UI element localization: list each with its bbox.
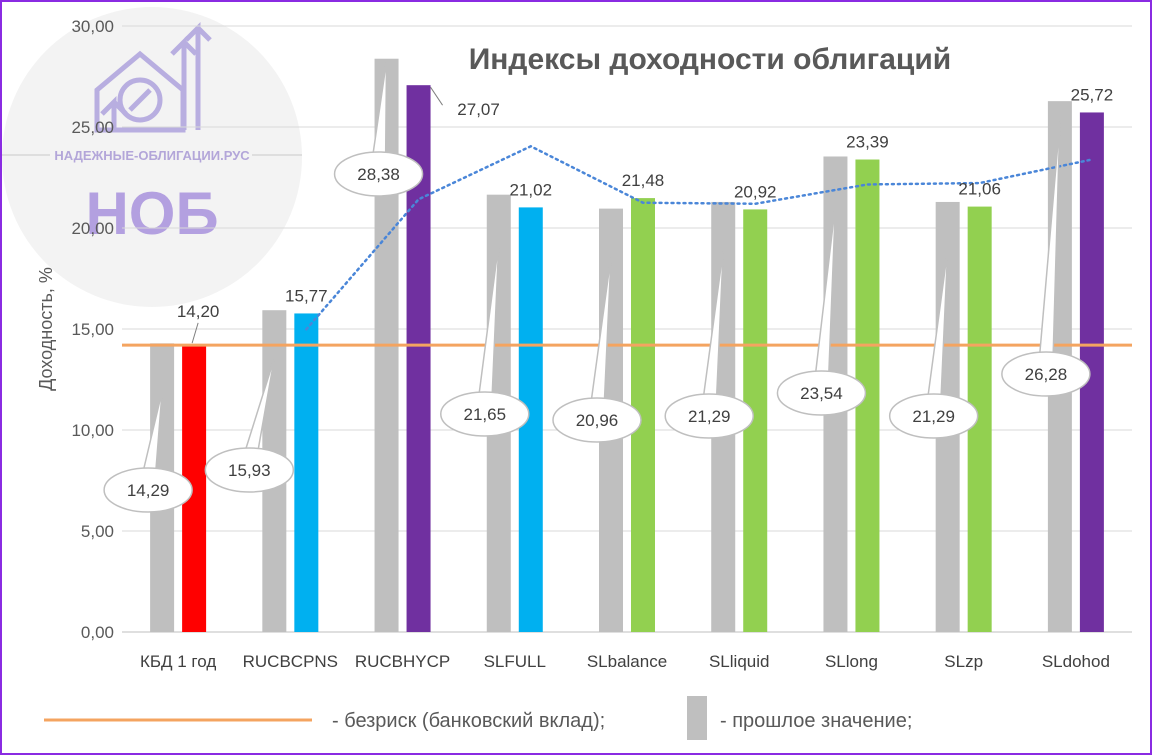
category-label: SLliquid	[709, 652, 770, 671]
y-tick-label: 10,00	[71, 421, 114, 440]
bar-current	[294, 313, 319, 632]
y-tick-label: 30,00	[71, 17, 114, 36]
data-label-current: 25,72	[1071, 85, 1114, 104]
data-label-previous: 26,28	[1025, 365, 1068, 384]
data-label-current: 20,92	[734, 182, 777, 201]
data-label-current: 15,77	[285, 286, 328, 305]
gridlines	[122, 25, 1132, 633]
y-tick-label: 15,00	[71, 320, 114, 339]
category-label: SLdohod	[1042, 652, 1110, 671]
logo: НАДЕЖНЫЕ-ОБЛИГАЦИИ.РУС НОБ	[2, 7, 302, 307]
logo-abbreviation: НОБ	[85, 180, 218, 247]
y-axis-label: Доходность, %	[36, 267, 56, 391]
data-label-current: 27,07	[457, 100, 500, 119]
data-label-current: 21,48	[622, 171, 665, 190]
y-axis-ticks: 0,00 5,00 10,00 15,00 20,00 25,00 30,00	[71, 17, 114, 642]
callout-bubble	[776, 370, 867, 416]
callout-bubble	[204, 447, 295, 493]
data-label-previous: 21,29	[912, 407, 955, 426]
label-leader	[430, 86, 443, 106]
callout-bubble	[1001, 351, 1091, 397]
callout-bubble	[888, 393, 979, 439]
data-label-previous: 23,54	[800, 384, 843, 403]
data-label-current: 14,20	[177, 302, 220, 321]
category-label: SLlong	[825, 652, 878, 671]
category-labels: КБД 1 год RUCBCPNS RUCBHYCP SLFULL SLbalance…	[140, 652, 1110, 671]
data-label-previous: 15,93	[228, 461, 271, 480]
label-leader	[191, 322, 199, 344]
callout-bubble	[103, 467, 193, 513]
house-percent-arrows-icon	[94, 21, 212, 133]
category-label: SLbalance	[587, 652, 667, 671]
logo-site-text: НАДЕЖНЫЕ-ОБЛИГАЦИИ.РУС	[54, 148, 250, 163]
trendline	[305, 144, 1094, 331]
data-label-previous: 21,65	[464, 405, 507, 424]
data-label-previous: 20,96	[576, 411, 619, 430]
y-tick-label: 5,00	[81, 522, 114, 541]
legend-previous-label: - прошлое значение;	[720, 710, 912, 732]
callout-bubble	[664, 393, 754, 439]
data-labels: 14,20 15,77 27,07 21,02 21,48 20,92 23,39 21,06…	[177, 85, 1114, 344]
chart-title: Индексы доходности облигаций	[469, 43, 952, 76]
category-label: КБД 1 год	[140, 652, 216, 671]
callout-bubble	[440, 391, 530, 437]
data-label-current: 21,02	[510, 180, 553, 199]
data-label-previous: 28,38	[357, 165, 400, 184]
legend-previous-swatch	[687, 696, 707, 740]
category-label: SLFULL	[484, 652, 546, 671]
legend: - безриск (банковский вклад); - прошлое з…	[44, 696, 912, 740]
data-label-previous: 21,29	[688, 407, 731, 426]
logo-background-circle	[2, 7, 302, 307]
trendline-group	[305, 144, 1094, 331]
category-label: RUCBHYCP	[355, 652, 450, 671]
data-label-current: 21,06	[958, 180, 1001, 199]
y-tick-label: 25,00	[71, 118, 114, 137]
callout-bubble	[333, 151, 424, 197]
previous-value-callouts: 14,29 15,93 28,38 21,65 20,96 21,29 23,54 21,29…	[103, 60, 1091, 513]
legend-risk-free-label: - безриск (банковский вклад);	[332, 710, 605, 732]
y-tick-label: 20,00	[71, 219, 114, 238]
category-label: SLzp	[944, 652, 983, 671]
callout-bubble	[552, 397, 642, 443]
category-label: RUCBCPNS	[243, 652, 338, 671]
y-tick-label: 0,00	[81, 623, 114, 642]
data-label-previous: 14,29	[127, 481, 170, 500]
data-label-current: 23,39	[846, 133, 889, 152]
